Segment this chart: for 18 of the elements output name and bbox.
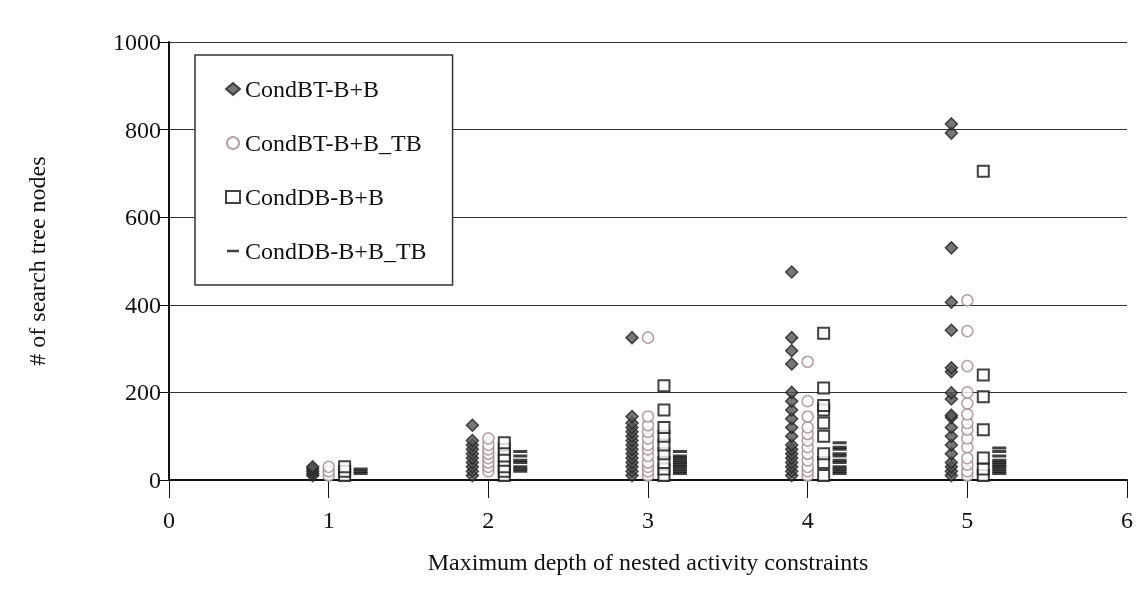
x-tick-label: 5 <box>961 507 974 533</box>
legend-label: CondDB-B+B <box>245 184 384 210</box>
legend-label: CondDB-B+B_TB <box>245 238 427 264</box>
x-tick-label: 1 <box>322 507 335 533</box>
x-tick-label: 6 <box>1121 507 1133 533</box>
x-axis-title: Maximum depth of nested activity constraints <box>427 549 869 575</box>
y-tick-label: 800 <box>125 116 161 143</box>
y-tick-label: 1000 <box>113 29 161 55</box>
x-tick-label: 4 <box>801 507 814 533</box>
y-axis-title: # of search tree nodes <box>24 156 50 366</box>
x-tick-label: 3 <box>642 507 654 533</box>
y-tick-label: 0 <box>149 467 161 493</box>
legend-label: CondBT-B+B <box>245 76 380 102</box>
y-tick-label: 400 <box>125 291 161 318</box>
y-tick-label: 600 <box>125 204 161 231</box>
legend-label: CondBT-B+B_TB <box>245 130 422 156</box>
y-tick-label: 200 <box>125 379 161 406</box>
x-tick-label: 2 <box>482 507 495 533</box>
